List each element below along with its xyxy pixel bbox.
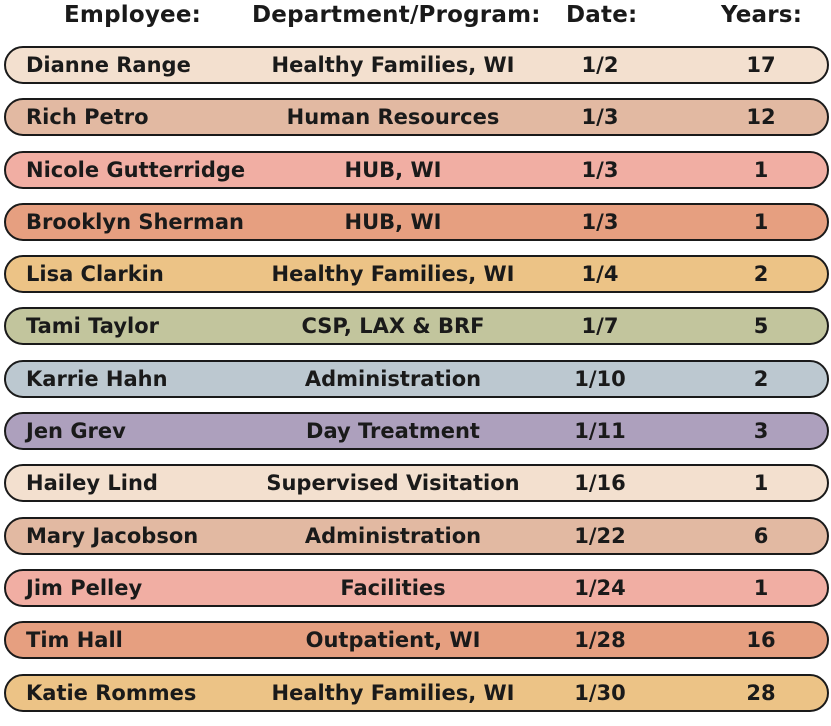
years-of-service: 3 (753, 419, 769, 444)
department-name: Administration (304, 523, 482, 548)
table-header: Employee: Department/Program: Date: Year… (0, 0, 831, 34)
anniversary-date: 1/11 (574, 419, 626, 444)
table-row: Lisa Clarkin Healthy Families, WI 1/4 2 (4, 255, 829, 294)
department-name: Supervised Visitation (266, 471, 520, 496)
employee-name: Brooklyn Sherman (26, 209, 245, 234)
table-row: Katie Rommes Healthy Families, WI 1/30 28 (4, 673, 829, 712)
department-name: Administration (304, 366, 482, 391)
header-date: Date: (566, 2, 638, 28)
table-row: Dianne Range Healthy Families, WI 1/2 17 (4, 46, 829, 84)
anniversary-date: 1/7 (581, 314, 619, 339)
department-name: HUB, WI (344, 209, 442, 234)
anniversary-date: 1/30 (574, 680, 626, 705)
employee-name: Mary Jacobson (26, 523, 199, 548)
years-of-service: 5 (753, 314, 769, 339)
department-name: Outpatient, WI (305, 628, 481, 653)
employee-name: Jim Pelley (26, 575, 143, 600)
years-of-service: 12 (746, 105, 776, 130)
employee-name: Katie Rommes (26, 680, 197, 705)
employee-name: Lisa Clarkin (26, 262, 164, 287)
anniversary-list: Dianne Range Healthy Families, WI 1/2 17 Ric… (4, 46, 829, 726)
table-row: Jim Pelley Facilities 1/24 1 (4, 568, 829, 607)
years-of-service: 6 (753, 523, 769, 548)
employee-name: Dianne Range (26, 53, 191, 77)
department-name: Day Treatment (306, 419, 480, 444)
employee-name: Tim Hall (26, 628, 123, 653)
department-name: Facilities (340, 575, 446, 600)
employee-name: Jen Grev (26, 419, 126, 444)
table-row: Tami Taylor CSP, LAX & BRF 1/7 5 (4, 307, 829, 346)
years-of-service: 1 (753, 157, 769, 182)
table-row: Brooklyn Sherman HUB, WI 1/3 1 (4, 202, 829, 241)
years-of-service: 1 (753, 209, 769, 234)
table-row: Nicole Gutterridge HUB, WI 1/3 1 (4, 150, 829, 189)
anniversary-date: 1/4 (581, 262, 619, 287)
employee-name: Nicole Gutterridge (26, 157, 246, 182)
table-row: Karrie Hahn Administration 1/10 2 (4, 359, 829, 398)
years-of-service: 28 (746, 680, 776, 705)
department-name: CSP, LAX & BRF (301, 314, 485, 339)
years-of-service: 17 (746, 53, 776, 77)
department-name: Human Resources (286, 105, 500, 130)
table-row: Mary Jacobson Administration 1/22 6 (4, 516, 829, 555)
department-name: Healthy Families, WI (271, 262, 515, 287)
anniversary-date: 1/22 (574, 523, 626, 548)
employee-name: Rich Petro (26, 105, 149, 130)
anniversary-date: 1/10 (574, 366, 626, 391)
employee-name: Hailey Lind (26, 471, 158, 496)
years-of-service: 2 (753, 262, 769, 287)
department-name: Healthy Families, WI (271, 53, 515, 77)
table-row: Tim Hall Outpatient, WI 1/28 16 (4, 621, 829, 660)
anniversary-date: 1/3 (581, 157, 619, 182)
anniversary-date: 1/2 (581, 53, 619, 77)
anniversary-date: 1/28 (574, 628, 626, 653)
years-of-service: 2 (753, 366, 769, 391)
anniversary-date: 1/3 (581, 105, 619, 130)
employee-name: Tami Taylor (26, 314, 159, 339)
years-of-service: 1 (753, 471, 769, 496)
header-department: Department/Program: (252, 2, 541, 28)
years-of-service: 1 (753, 575, 769, 600)
department-name: HUB, WI (344, 157, 442, 182)
table-row: Hailey Lind Supervised Visitation 1/16 1 (4, 464, 829, 503)
anniversary-date: 1/24 (574, 575, 626, 600)
years-of-service: 16 (746, 628, 776, 653)
anniversary-date: 1/16 (574, 471, 626, 496)
anniversary-date: 1/3 (581, 209, 619, 234)
table-row: Rich Petro Human Resources 1/3 12 (4, 98, 829, 137)
employee-name: Karrie Hahn (26, 366, 168, 391)
header-years: Years: (721, 2, 803, 28)
table-row: Jen Grev Day Treatment 1/11 3 (4, 412, 829, 451)
department-name: Healthy Families, WI (271, 680, 515, 705)
header-employee: Employee: (64, 2, 202, 28)
